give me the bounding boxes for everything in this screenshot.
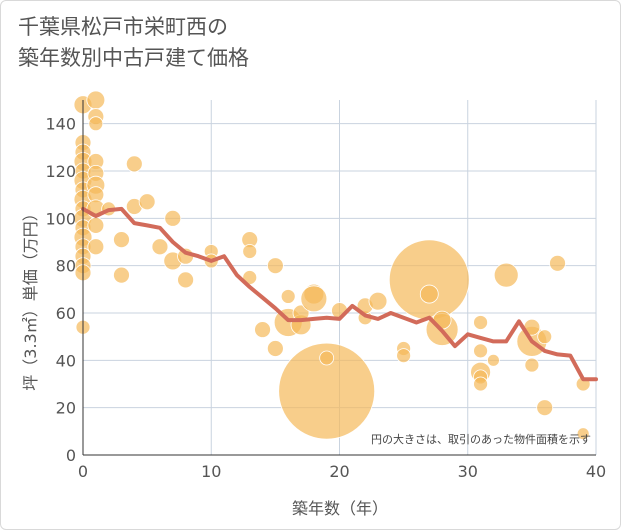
y-tick-label-5: 100 xyxy=(45,209,76,228)
bubble-point-75 xyxy=(536,399,554,417)
bubble-point-30 xyxy=(125,155,143,173)
bubble-point-51 xyxy=(300,285,328,313)
axes: 0 10 20 30 40 0 20 40 60 80 100 120 140 xyxy=(45,100,606,481)
bubble-point-28 xyxy=(113,231,130,249)
y-tick-label-4: 80 xyxy=(56,257,76,276)
bubble-point-41 xyxy=(242,244,258,259)
bubble-point-45 xyxy=(266,340,284,357)
y-tick-label-7: 140 xyxy=(45,115,76,134)
y-tick-label-0: 0 xyxy=(66,446,76,465)
bubble-point-73 xyxy=(524,357,540,373)
bubble-point-37 xyxy=(177,271,195,289)
bubble-point-78 xyxy=(576,427,590,441)
x-tick-label-4: 40 xyxy=(586,462,606,481)
bubble-point-70 xyxy=(493,262,519,288)
x-tick-label-0: 0 xyxy=(78,462,88,481)
x-tick-label-1: 10 xyxy=(201,462,221,481)
chart-title-line2: 築年数別中古戸建て価格 xyxy=(18,46,249,70)
bubble-point-64 xyxy=(473,315,488,330)
bubble-point-19 xyxy=(88,116,104,132)
bubble-point-46 xyxy=(280,289,296,304)
y-tick-label-1: 20 xyxy=(56,399,76,418)
bubble-point-74 xyxy=(537,329,553,345)
bubble-point-53 xyxy=(319,350,335,366)
bubble-point-33 xyxy=(151,238,169,256)
bubble-point-65 xyxy=(473,343,488,359)
trend-line xyxy=(81,206,598,382)
x-axis-label: 築年数（年） xyxy=(292,499,388,518)
bubble-point-57 xyxy=(368,291,388,311)
y-tick-label-6: 120 xyxy=(45,162,76,181)
bubble-point-68 xyxy=(473,376,488,392)
bubble-point-52 xyxy=(278,342,376,440)
bubble-point-25 xyxy=(87,217,105,234)
y-tick-label-2: 40 xyxy=(56,351,76,370)
bubble-point-29 xyxy=(113,266,130,284)
bubble-point-59 xyxy=(396,348,412,364)
bubble-point-76 xyxy=(549,254,566,272)
y-tick-label-3: 60 xyxy=(56,304,76,323)
bubble-point-17 xyxy=(86,90,106,110)
bubble-point-26 xyxy=(87,238,105,256)
x-tick-label-3: 30 xyxy=(458,462,478,481)
y-axis-label: 坪（3.3㎡）単価（万円） xyxy=(21,205,40,390)
bubble-point-43 xyxy=(254,321,271,338)
bubble-point-44 xyxy=(266,257,284,275)
chart-title: 千葉県松戸市栄町西の 築年数別中古戸建て価格 xyxy=(18,12,249,74)
chart-note: 円の大きさは、取引のあった物件面積を示す xyxy=(371,432,591,446)
x-tick-label-2: 20 xyxy=(329,462,349,481)
bubble-point-34 xyxy=(164,209,182,227)
bubble-point-32 xyxy=(138,193,156,211)
trend-line-group xyxy=(81,206,598,382)
bubble-point-60 xyxy=(388,239,470,321)
chart-title-line1: 千葉県松戸市栄町西の xyxy=(18,15,228,39)
bubble-point-69 xyxy=(486,353,500,367)
bubble-point-61 xyxy=(419,284,439,304)
